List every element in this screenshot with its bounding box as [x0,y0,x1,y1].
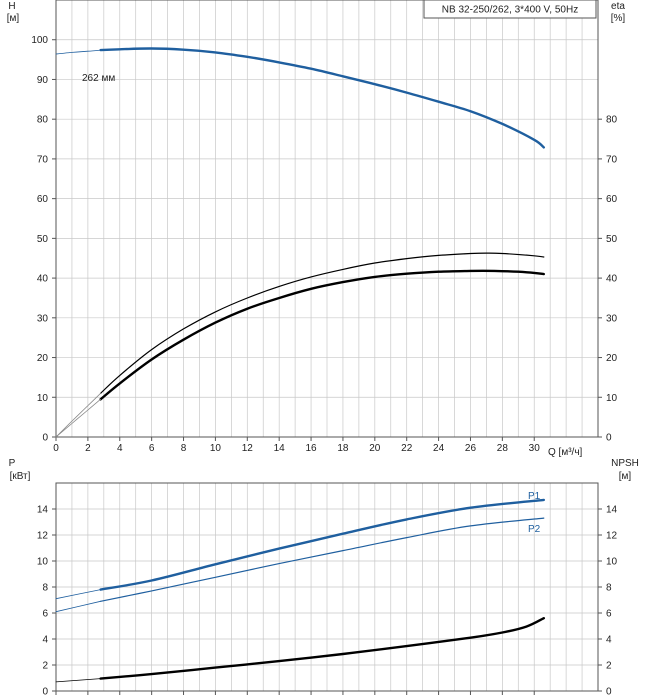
right-tick-label: 8 [606,583,612,594]
bottom-left-axis-name: P [9,458,16,469]
series-eta-lower [99,269,545,401]
series-p2 [100,517,545,602]
top-series [55,47,545,438]
bottom-left-axis-unit: [кВт] [10,471,31,482]
x-tick-label: 6 [149,443,155,454]
series-p1-extension [55,589,101,600]
x-tick-label: 16 [305,443,317,454]
x-axis-label: Q [м³/ч] [548,447,583,458]
top-plot-frame [55,0,599,438]
bottom-series [55,498,545,683]
series-eta-extension-upper [55,392,101,438]
top-left-axis-name: H [8,1,15,12]
legend-text: NB 32-250/262, 3*400 V, 50Hz [442,5,578,16]
right-tick-label: 2 [606,661,612,672]
left-tick-label: 60 [37,194,49,205]
right-tick-label: 10 [606,557,618,568]
series-h [99,47,545,149]
top-right-axis-unit: [%] [611,13,626,24]
left-tick-label: 0 [42,433,48,444]
x-tick-label: 10 [210,443,222,454]
right-tick-label: 14 [606,505,618,516]
top-left-axis-unit: [м] [7,13,20,24]
left-tick-label: 70 [37,154,49,165]
left-tick-label: 10 [37,393,49,404]
x-tick-label: 4 [117,443,123,454]
left-tick-label: 80 [37,115,49,126]
series-p1 [99,498,545,591]
right-tick-label: 10 [606,393,618,404]
top-axis-ticks: 0 10 20 30 40 50 60 70 80 90 100 0 10 20 30 40 50 60 70 80 0… [31,35,617,454]
right-tick-label: 0 [606,433,612,444]
p1-label: P1 [528,491,541,502]
x-tick-label: 18 [337,443,349,454]
bottom-axis-ticks: 0 2 4 6 8 10 12 14 0 2 4 6 8 10 12 14 [37,505,618,698]
left-tick-label: 50 [37,234,49,245]
x-tick-label: 2 [85,443,91,454]
left-tick-label: 30 [37,313,49,324]
left-tick-label: 12 [37,531,49,542]
right-tick-label: 60 [606,194,618,205]
x-tick-label: 24 [433,443,445,454]
right-tick-label: 6 [606,609,612,620]
left-tick-label: 8 [42,583,48,594]
bottom-right-axis-name: NPSH [611,458,639,469]
right-tick-label: 0 [606,687,612,698]
right-tick-label: 12 [606,531,618,542]
bottom-right-axis-unit: [м] [619,471,632,482]
left-tick-label: 90 [37,75,49,86]
x-tick-label: 20 [369,443,381,454]
x-tick-label: 0 [53,443,59,454]
right-tick-label: 20 [606,353,618,364]
left-tick-label: 10 [37,557,49,568]
x-tick-label: 22 [401,443,413,454]
top-right-axis-name: eta [611,1,625,12]
left-tick-label: 6 [42,609,48,620]
x-tick-label: 14 [274,443,286,454]
left-tick-label: 0 [42,687,48,698]
bottom-grid [56,483,598,691]
x-tick-label: 12 [242,443,254,454]
right-tick-label: 4 [606,635,612,646]
right-tick-label: 30 [606,313,618,324]
left-tick-label: 40 [37,274,49,285]
left-tick-label: 100 [31,35,48,46]
series-npsh [99,617,545,680]
x-tick-label: 26 [465,443,477,454]
right-tick-label: 50 [606,234,618,245]
series-p2-extension [55,600,101,613]
right-tick-label: 80 [606,115,618,126]
top-grid [56,0,598,437]
x-tick-label: 28 [497,443,509,454]
left-tick-label: 2 [42,661,48,672]
x-tick-label: 8 [181,443,187,454]
series-npsh-extension [55,678,101,683]
right-tick-label: 70 [606,154,618,165]
series-h-extension [55,49,101,55]
left-tick-label: 14 [37,505,49,516]
series-eta-extension-lower [55,398,101,438]
p2-label: P2 [528,524,541,535]
x-tick-label: 30 [529,443,541,454]
series-eta-upper [100,252,545,394]
left-tick-label: 4 [42,635,48,646]
impeller-annotation: 262 мм [82,73,115,84]
left-tick-label: 20 [37,353,49,364]
legend-box [423,0,597,19]
right-tick-label: 40 [606,274,618,285]
